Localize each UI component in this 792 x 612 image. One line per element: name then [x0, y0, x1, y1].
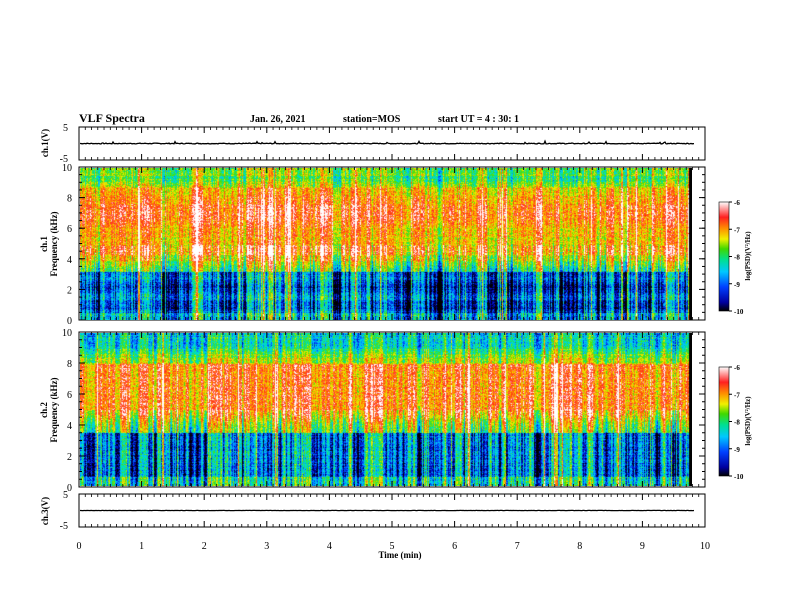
time-tick-label-4: 4 [327, 541, 332, 552]
freq-tick-label-0: 0 [67, 316, 72, 327]
time-axis-label: Time (min) [378, 550, 421, 560]
freq-tick-label-6: 6 [67, 390, 72, 401]
time-tick-label-0: 0 [77, 541, 82, 552]
colorbar-tick-label--8: -8 [734, 254, 740, 262]
colorbar-tick-label--9: -9 [734, 446, 740, 454]
ch1-ytick-top: 5 [63, 123, 68, 134]
freq-tick-label-8: 8 [67, 359, 72, 370]
station-label: station=MOS [343, 114, 401, 125]
freq-tick-label-4: 4 [67, 255, 72, 266]
freq-tick-label-4: 4 [67, 421, 72, 432]
colorbar-tick-label--10: -10 [734, 473, 744, 481]
colorbar-tick-label--6: -6 [734, 199, 740, 207]
ch2-spectrogram-yticks: 0 2 4 6 8 10 [62, 328, 705, 494]
ch1-frequency-ylabel: Frequency (kHz) [49, 211, 59, 276]
ch1-colorbar-label: log(PSD)(V²/Hz) [744, 231, 752, 281]
ch2-channel-label: ch.2 [39, 402, 49, 418]
freq-tick-label-0: 0 [67, 483, 72, 494]
freq-tick-label-2: 2 [67, 452, 72, 463]
figure-title: VLF Spectra [79, 111, 145, 125]
ch1-ytick-bottom: -5 [60, 154, 68, 165]
start-time-label: start UT = 4 : 30: 1 [438, 114, 519, 125]
freq-tick-label-2: 2 [67, 285, 72, 296]
colorbar-tick-label--7: -7 [734, 226, 740, 234]
time-tick-label-6: 6 [452, 541, 457, 552]
colorbar-tick-label--9: -9 [734, 281, 740, 289]
time-tick-label-10: 10 [700, 541, 710, 552]
ch3-waveform-ylabel: ch.3(V) [40, 497, 50, 525]
freq-tick-label-10: 10 [62, 163, 72, 174]
time-tick-label-9: 9 [640, 541, 645, 552]
ch1-waveform-ylabel: ch.1(V) [40, 129, 50, 157]
colorbar-tick-label--6: -6 [734, 364, 740, 372]
ch1-spectrogram-image [80, 168, 692, 320]
time-tick-label-8: 8 [577, 541, 582, 552]
time-tick-label-7: 7 [515, 541, 520, 552]
time-tick-label-3: 3 [264, 541, 269, 552]
ch1-trace [80, 139, 695, 145]
time-axis-ticks: 0 1 2 3 4 5 6 7 8 9 10 [77, 127, 710, 552]
freq-tick-label-6: 6 [67, 224, 72, 235]
ch1-colorbar [718, 201, 730, 312]
date-label: Jan. 26, 2021 [250, 114, 306, 125]
ch2-frequency-ylabel: Frequency (kHz) [49, 377, 59, 442]
time-tick-label-2: 2 [202, 541, 207, 552]
ch1-colorbar-ticks: -6 -7 -8 -9 -10 [729, 199, 744, 316]
colorbar-tick-label--8: -8 [734, 419, 740, 427]
time-tick-label-5: 5 [390, 541, 395, 552]
freq-tick-label-8: 8 [67, 194, 72, 205]
ch1-channel-label: ch.1 [39, 236, 49, 252]
colorbar-tick-label--7: -7 [734, 391, 740, 399]
ch2-colorbar [718, 366, 730, 477]
ch2-colorbar-label: log(PSD)(V²/Hz) [744, 396, 752, 446]
ch2-colorbar-ticks: -6 -7 -8 -9 -10 [729, 364, 744, 481]
freq-tick-label-10: 10 [62, 328, 72, 339]
waveform-line [80, 139, 695, 145]
colorbar-tick-label--10: -10 [734, 308, 744, 316]
ch2-spectrogram-image [80, 333, 692, 486]
ch3-ytick-bottom: -5 [60, 521, 68, 532]
ch3-ytick-top: 5 [63, 490, 68, 501]
time-tick-label-1: 1 [139, 541, 144, 552]
